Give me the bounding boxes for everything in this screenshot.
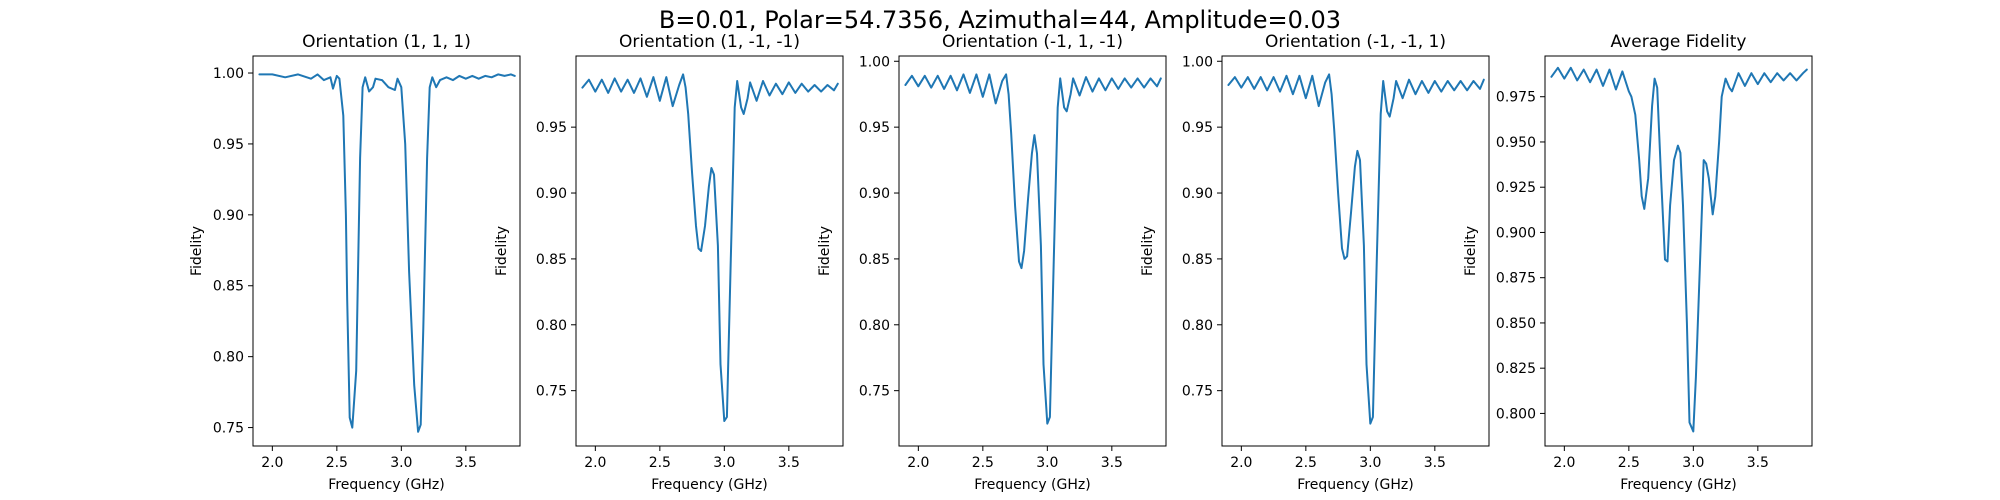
y-tick-label: 0.90 xyxy=(213,208,244,224)
x-axis-label: Frequency (GHz) xyxy=(651,477,767,493)
y-tick-label: 1.00 xyxy=(1182,54,1213,70)
series-line xyxy=(1550,66,1808,433)
x-tick-label: 3.5 xyxy=(1101,455,1123,471)
y-tick-label: 0.825 xyxy=(1496,361,1536,377)
series-line xyxy=(581,73,839,422)
y-tick-label: 0.950 xyxy=(1496,135,1536,151)
x-tick-label: 2.5 xyxy=(972,455,994,471)
plot-frame xyxy=(898,55,1167,447)
y-tick-label: 0.95 xyxy=(536,120,567,136)
y-tick-label: 0.75 xyxy=(213,421,244,437)
y-tick-label: 1.00 xyxy=(213,66,244,82)
y-tick-label: 0.900 xyxy=(1496,225,1536,241)
y-tick-label: 0.95 xyxy=(1182,120,1213,136)
figure-title: B=0.01, Polar=54.7356, Azimuthal=44, Amp… xyxy=(659,6,1341,34)
plot-frame xyxy=(1544,55,1813,447)
y-tick-label: 0.85 xyxy=(213,279,244,295)
y-tick-label: 0.80 xyxy=(536,318,567,334)
y-tick-label: 0.90 xyxy=(859,186,890,202)
y-tick-label: 0.875 xyxy=(1496,271,1536,287)
x-tick-label: 3.0 xyxy=(1359,455,1381,471)
x-tick-label: 2.5 xyxy=(1295,455,1317,471)
panel-title: Orientation (1, -1, -1) xyxy=(619,32,800,52)
x-tick-label: 3.0 xyxy=(1682,455,1704,471)
x-tick-label: 3.0 xyxy=(713,455,735,471)
y-tick-label: 0.800 xyxy=(1496,406,1536,422)
y-tick-label: 0.975 xyxy=(1496,90,1536,106)
y-tick-label: 0.850 xyxy=(1496,316,1536,332)
x-tick-label: 2.0 xyxy=(584,455,606,471)
y-tick-label: 0.80 xyxy=(1182,318,1213,334)
y-tick-label: 0.90 xyxy=(1182,186,1213,202)
x-tick-label: 3.5 xyxy=(1747,455,1769,471)
y-tick-label: 0.95 xyxy=(213,137,244,153)
chart-panel: 2.0 2.5 3.0 3.5 0.75 0.80 0.85 0.90 0.95 Orientat… xyxy=(494,32,844,493)
y-axis-label: Fidelity xyxy=(494,226,510,276)
x-axis-label: Frequency (GHz) xyxy=(1620,477,1736,493)
chart-panel: 2.0 2.5 3.0 3.5 0.75 0.80 0.85 0.90 0.95 1.00 Orie… xyxy=(817,32,1167,493)
x-tick-label: 3.5 xyxy=(1424,455,1446,471)
y-tick-label: 0.85 xyxy=(536,252,567,268)
chart-panel: 2.0 2.5 3.0 3.5 0.75 0.80 0.85 0.90 0.95 1.00 Orie… xyxy=(1140,32,1490,493)
y-axis-label: Fidelity xyxy=(817,226,833,276)
y-tick-label: 0.75 xyxy=(1182,384,1213,400)
panel-title: Orientation (-1, -1, 1) xyxy=(1265,32,1446,52)
panel-title: Orientation (1, 1, 1) xyxy=(302,32,471,52)
plot-frame xyxy=(1221,55,1490,447)
y-tick-label: 0.75 xyxy=(536,384,567,400)
y-tick-label: 1.00 xyxy=(859,54,890,70)
plot-frame xyxy=(575,55,844,447)
chart-panel: 2.0 2.5 3.0 3.5 0.75 0.80 0.85 0.90 0.95 1.00 Orie… xyxy=(189,32,521,493)
x-tick-label: 3.5 xyxy=(778,455,800,471)
y-tick-label: 0.80 xyxy=(213,350,244,366)
x-tick-label: 3.5 xyxy=(455,455,477,471)
series-line xyxy=(1227,73,1485,425)
chart-panel: 2.0 2.5 3.0 3.5 0.800 0.825 0.850 0.875 0.900 0.9… xyxy=(1463,32,1813,493)
series-line xyxy=(258,73,516,433)
x-axis-label: Frequency (GHz) xyxy=(328,477,444,493)
panel-title: Orientation (-1, 1, -1) xyxy=(942,32,1123,52)
x-tick-label: 2.5 xyxy=(649,455,671,471)
series-line xyxy=(904,73,1162,425)
y-axis-label: Fidelity xyxy=(189,226,205,276)
x-tick-label: 2.0 xyxy=(261,455,283,471)
y-tick-label: 0.85 xyxy=(1182,252,1213,268)
x-tick-label: 3.0 xyxy=(1036,455,1058,471)
plot-frame xyxy=(252,55,521,447)
y-tick-label: 0.80 xyxy=(859,318,890,334)
x-axis-label: Frequency (GHz) xyxy=(974,477,1090,493)
x-tick-label: 2.0 xyxy=(1230,455,1252,471)
panel-title: Average Fidelity xyxy=(1611,32,1747,52)
y-tick-label: 0.90 xyxy=(536,186,567,202)
y-tick-label: 0.85 xyxy=(859,252,890,268)
x-tick-label: 2.0 xyxy=(907,455,929,471)
x-tick-label: 2.5 xyxy=(326,455,348,471)
x-tick-label: 2.0 xyxy=(1553,455,1575,471)
y-axis-label: Fidelity xyxy=(1140,226,1156,276)
x-tick-label: 3.0 xyxy=(390,455,412,471)
y-tick-label: 0.95 xyxy=(859,120,890,136)
y-axis-label: Fidelity xyxy=(1463,226,1479,276)
y-tick-label: 0.75 xyxy=(859,384,890,400)
x-tick-label: 2.5 xyxy=(1618,455,1640,471)
y-tick-label: 0.925 xyxy=(1496,180,1536,196)
x-axis-label: Frequency (GHz) xyxy=(1297,477,1413,493)
